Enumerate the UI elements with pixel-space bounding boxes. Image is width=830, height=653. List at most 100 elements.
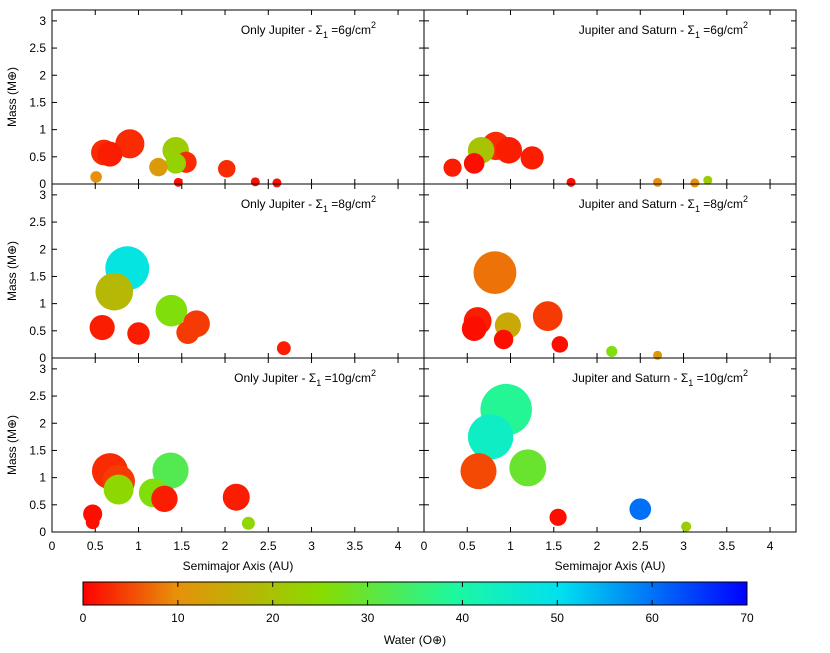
panel-ticks: [51, 358, 424, 533]
panel-title-subscript: 1: [695, 30, 700, 40]
y-tick-label: 2.5: [29, 41, 46, 55]
scatter-point: [653, 177, 663, 187]
y-tick-label: 0: [39, 525, 46, 539]
x-tick-label: 3: [308, 539, 315, 553]
scatter-point: [127, 322, 150, 345]
scatter-point: [173, 177, 183, 187]
scatter-point: [90, 171, 102, 183]
scatter-point: [250, 177, 260, 187]
colorbar-tick-label: 0: [80, 611, 87, 625]
panel-title-value: =6g/cm: [700, 23, 743, 37]
panel-title-exponent: 2: [371, 194, 376, 204]
panel-title-prefix: Jupiter and Saturn -: [579, 197, 688, 211]
y-tick-label: 1.5: [29, 95, 46, 109]
panel-title-subscript: 1: [695, 204, 700, 214]
x-tick-label: 4: [395, 539, 402, 553]
scatter-point: [549, 508, 567, 526]
x-tick-label: 0: [49, 539, 56, 553]
colorbar-tick-label: 60: [645, 611, 659, 625]
scatter-point: [495, 137, 523, 164]
panel-title-value: =8g/cm: [328, 197, 371, 211]
y-tick-label: 1.5: [29, 443, 46, 457]
panel-title-exponent: 2: [743, 20, 748, 30]
x-tick-label: 4: [767, 539, 774, 553]
scatter-point: [165, 153, 186, 174]
colorbar-tick-label: 10: [171, 611, 185, 625]
panel-title: Only Jupiter - Σ1 =6g/cm2: [241, 20, 376, 40]
x-tick-label: 2.5: [260, 539, 277, 553]
panel-points: [89, 246, 291, 356]
panel-title-subscript: 1: [688, 378, 693, 388]
scatter-point: [467, 414, 514, 460]
panel-title-exponent: 2: [371, 20, 376, 30]
panel-ticks: [51, 10, 424, 185]
colorbar-label: Water (O⊕): [384, 633, 446, 647]
panel-title-prefix: Only Jupiter -: [241, 23, 316, 37]
scatter-point: [566, 177, 576, 187]
panel-title-sigma: Σ: [309, 371, 316, 385]
x-tick-label: 0.5: [459, 539, 476, 553]
scatter-point: [443, 158, 462, 177]
colorbar-tick-label: 70: [740, 611, 754, 625]
x-tick-label: 1.5: [545, 539, 562, 553]
x-tick-label: 3: [680, 539, 687, 553]
x-tick-label: 3.5: [718, 539, 735, 553]
scatter-point: [89, 314, 115, 341]
scatter-point: [115, 129, 145, 159]
panel-title-exponent: 2: [743, 194, 748, 204]
scatter-point: [217, 160, 236, 178]
scatter-point: [461, 316, 487, 341]
scatter-point: [222, 483, 250, 511]
scatter-point: [509, 449, 547, 487]
panel-1: Only Jupiter - Σ1 =6g/cm200.511.522.53Ma…: [5, 9, 425, 191]
x-tick-label: 3.5: [346, 539, 363, 553]
x-tick-label: 0: [421, 539, 428, 553]
scatter-point: [155, 294, 188, 327]
y-tick-label: 0.5: [29, 324, 46, 338]
y-tick-label: 2: [39, 68, 46, 82]
panel-title: Only Jupiter - Σ1 =10g/cm2: [234, 368, 376, 388]
x-tick-label: 2: [594, 539, 601, 553]
x-tick-label: 1.5: [173, 539, 190, 553]
scatter-point: [103, 474, 134, 505]
colorbar-tick-label: 20: [266, 611, 280, 625]
panel-title-sigma: Σ: [688, 23, 695, 37]
panel-title: Only Jupiter - Σ1 =8g/cm2: [241, 194, 376, 214]
y-tick-label: 0: [39, 351, 46, 365]
panels: Only Jupiter - Σ1 =6g/cm200.511.522.53Ma…: [5, 9, 797, 573]
panel-title-value: =6g/cm: [328, 23, 371, 37]
scatter-point: [629, 498, 652, 521]
y-tick-label: 3: [39, 14, 46, 28]
panel-title-value: =10g/cm: [321, 371, 371, 385]
scatter-point: [690, 178, 700, 188]
y-tick-label: 1: [39, 297, 46, 311]
y-tick-label: 0: [39, 177, 46, 191]
scatter-point: [276, 341, 291, 356]
panel-title-prefix: Only Jupiter -: [241, 197, 316, 211]
panel-title-sigma: Σ: [316, 197, 323, 211]
y-tick-label: 1: [39, 471, 46, 485]
scatter-point: [97, 141, 123, 167]
colorbar-tick-label: 50: [551, 611, 565, 625]
scatter-point: [463, 153, 485, 174]
colorbar-ticks: 0 10 20 30 40 50 60 70: [80, 582, 754, 625]
scatter-point: [241, 516, 255, 530]
panel-title-value: =10g/cm: [693, 371, 743, 385]
panel-title: Jupiter and Saturn - Σ1 =6g/cm2: [579, 20, 748, 40]
scatter-point: [520, 146, 544, 170]
y-tick-label: 0.5: [29, 498, 46, 512]
y-tick-label: 2.5: [29, 215, 46, 229]
x-axis-label: Semimajor Axis (AU): [555, 559, 666, 573]
scatter-point: [493, 329, 514, 350]
panel-title-prefix: Jupiter and Saturn -: [579, 23, 688, 37]
scatter-point: [272, 178, 282, 188]
scatter-point: [473, 251, 517, 295]
y-tick-label: 0.5: [29, 150, 46, 164]
panel-title-prefix: Jupiter and Saturn -: [572, 371, 681, 385]
scatter-point: [681, 521, 692, 532]
y-tick-label: 1.5: [29, 269, 46, 283]
x-tick-label: 0.5: [87, 539, 104, 553]
panel-ticks: [423, 184, 796, 359]
panel-title: Jupiter and Saturn - Σ1 =8g/cm2: [579, 194, 748, 214]
